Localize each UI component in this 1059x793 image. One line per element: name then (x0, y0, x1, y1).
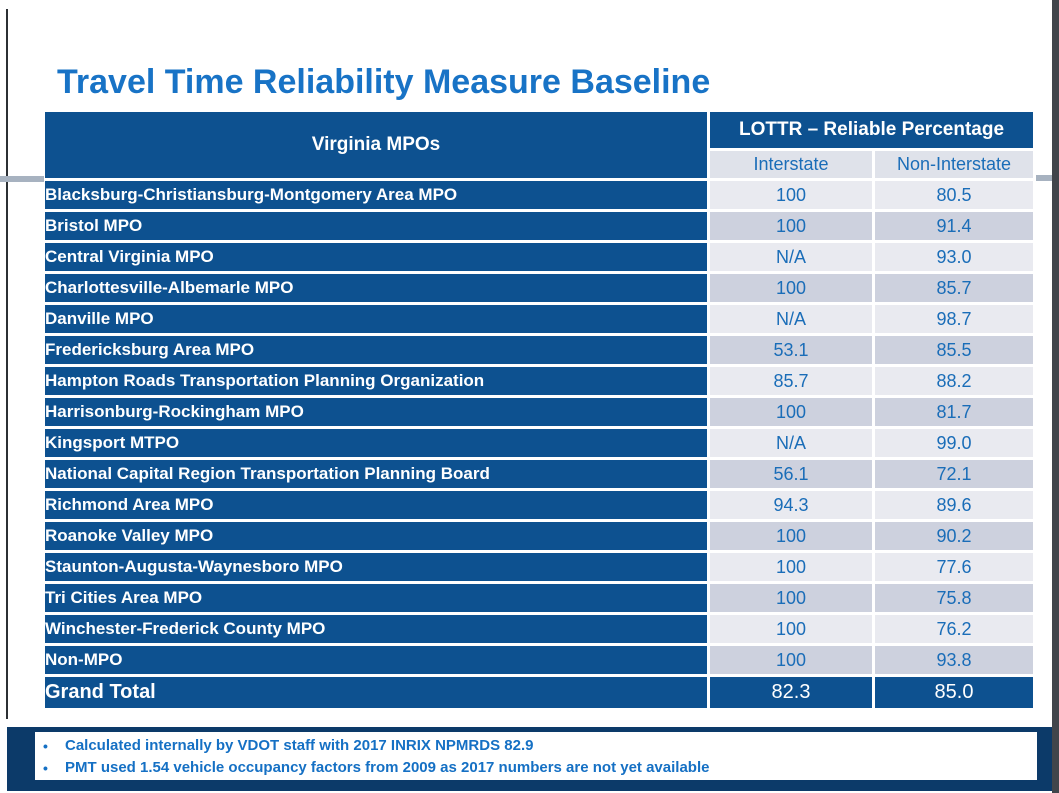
table-row: Central Virginia MPO N/A 93.0 (45, 243, 1033, 271)
mpo-reliability-table: Virginia MPOs LOTTR – Reliable Percentag… (42, 109, 1036, 711)
non-interstate-value-cell: 91.4 (875, 212, 1033, 240)
interstate-value-cell: 94.3 (710, 491, 872, 519)
interstate-value-cell: N/A (710, 429, 872, 457)
table-row: Roanoke Valley MPO 100 90.2 (45, 522, 1033, 550)
non-interstate-value-cell: 88.2 (875, 367, 1033, 395)
grand-total-non-interstate-value: 85.0 (875, 677, 1033, 708)
mpo-name-cell: Charlottesville-Albemarle MPO (45, 274, 707, 302)
footnote-item: Calculated internally by VDOT staff with… (35, 735, 1037, 757)
interstate-value-cell: 100 (710, 553, 872, 581)
table-row: Non-MPO 100 93.8 (45, 646, 1033, 674)
table-row: Tri Cities Area MPO 100 75.8 (45, 584, 1033, 612)
grand-total-row: Grand Total 82.3 85.0 (45, 677, 1033, 708)
interstate-value-cell: N/A (710, 243, 872, 271)
mpo-name-cell: Staunton-Augusta-Waynesboro MPO (45, 553, 707, 581)
interstate-value-cell: N/A (710, 305, 872, 333)
interstate-value-cell: 100 (710, 646, 872, 674)
mpo-name-cell: Tri Cities Area MPO (45, 584, 707, 612)
interstate-column-header: Interstate (710, 151, 872, 178)
mpo-name-cell: Kingsport MTPO (45, 429, 707, 457)
lottr-group-header: LOTTR – Reliable Percentage (710, 112, 1033, 148)
non-interstate-column-header: Non-Interstate (875, 151, 1033, 178)
mpo-name-cell: Central Virginia MPO (45, 243, 707, 271)
mpo-name-cell: Roanoke Valley MPO (45, 522, 707, 550)
interstate-value-cell: 100 (710, 181, 872, 209)
mpo-name-cell: Harrisonburg-Rockingham MPO (45, 398, 707, 426)
virginia-mpos-header: Virginia MPOs (45, 112, 707, 178)
accent-line-left (0, 176, 44, 182)
table-row: Hampton Roads Transportation Planning Or… (45, 367, 1033, 395)
mpo-name-cell: Non-MPO (45, 646, 707, 674)
table-row: Charlottesville-Albemarle MPO 100 85.7 (45, 274, 1033, 302)
non-interstate-value-cell: 90.2 (875, 522, 1033, 550)
footer-bar: Calculated internally by VDOT staff with… (7, 727, 1052, 791)
table-row: Harrisonburg-Rockingham MPO 100 81.7 (45, 398, 1033, 426)
mpo-name-cell: Hampton Roads Transportation Planning Or… (45, 367, 707, 395)
footnote-box: Calculated internally by VDOT staff with… (35, 732, 1037, 780)
table-row: Richmond Area MPO 94.3 89.6 (45, 491, 1033, 519)
non-interstate-value-cell: 72.1 (875, 460, 1033, 488)
interstate-value-cell: 56.1 (710, 460, 872, 488)
non-interstate-value-cell: 93.8 (875, 646, 1033, 674)
table-row: Kingsport MTPO N/A 99.0 (45, 429, 1033, 457)
slide-title: Travel Time Reliability Measure Baseline (57, 62, 711, 101)
footnote-item: PMT used 1.54 vehicle occupancy factors … (35, 757, 1037, 779)
non-interstate-value-cell: 89.6 (875, 491, 1033, 519)
non-interstate-value-cell: 85.7 (875, 274, 1033, 302)
non-interstate-value-cell: 81.7 (875, 398, 1033, 426)
mpo-name-cell: National Capital Region Transportation P… (45, 460, 707, 488)
non-interstate-value-cell: 77.6 (875, 553, 1033, 581)
non-interstate-value-cell: 85.5 (875, 336, 1033, 364)
mpo-name-cell: Bristol MPO (45, 212, 707, 240)
right-frame-strip (1052, 0, 1059, 793)
table-header-row: Virginia MPOs LOTTR – Reliable Percentag… (45, 112, 1033, 178)
grand-total-interstate-value: 82.3 (710, 677, 872, 708)
non-interstate-value-cell: 76.2 (875, 615, 1033, 643)
table-row: Danville MPO N/A 98.7 (45, 305, 1033, 333)
left-frame-line (6, 9, 8, 719)
mpo-name-cell: Winchester-Frederick County MPO (45, 615, 707, 643)
table-row: National Capital Region Transportation P… (45, 460, 1033, 488)
interstate-value-cell: 85.7 (710, 367, 872, 395)
mpo-name-cell: Fredericksburg Area MPO (45, 336, 707, 364)
interstate-value-cell: 100 (710, 584, 872, 612)
table-subheader-row: Interstate Non-Interstate (45, 151, 1033, 178)
interstate-value-cell: 100 (710, 522, 872, 550)
interstate-value-cell: 100 (710, 274, 872, 302)
non-interstate-value-cell: 93.0 (875, 243, 1033, 271)
interstate-value-cell: 100 (710, 212, 872, 240)
interstate-value-cell: 100 (710, 615, 872, 643)
footnote-list: Calculated internally by VDOT staff with… (35, 735, 1037, 779)
mpo-name-cell: Richmond Area MPO (45, 491, 707, 519)
accent-line-right (1036, 175, 1052, 181)
grand-total-label: Grand Total (45, 677, 707, 708)
non-interstate-value-cell: 99.0 (875, 429, 1033, 457)
non-interstate-value-cell: 75.8 (875, 584, 1033, 612)
mpo-name-cell: Blacksburg-Christiansburg-Montgomery Are… (45, 181, 707, 209)
non-interstate-value-cell: 80.5 (875, 181, 1033, 209)
table-row: Bristol MPO 100 91.4 (45, 212, 1033, 240)
interstate-value-cell: 53.1 (710, 336, 872, 364)
table-row: Fredericksburg Area MPO 53.1 85.5 (45, 336, 1033, 364)
table-row: Winchester-Frederick County MPO 100 76.2 (45, 615, 1033, 643)
non-interstate-value-cell: 98.7 (875, 305, 1033, 333)
mpo-name-cell: Danville MPO (45, 305, 707, 333)
table-row: Blacksburg-Christiansburg-Montgomery Are… (45, 181, 1033, 209)
interstate-value-cell: 100 (710, 398, 872, 426)
table-row: Staunton-Augusta-Waynesboro MPO 100 77.6 (45, 553, 1033, 581)
